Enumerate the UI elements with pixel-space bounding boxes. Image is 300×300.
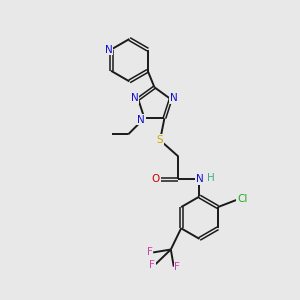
Text: N: N [105,45,112,55]
Text: F: F [149,260,155,270]
Text: N: N [196,174,203,184]
Text: O: O [152,174,160,184]
Text: F: F [147,248,153,257]
Text: N: N [170,93,178,103]
Text: Cl: Cl [237,194,247,204]
Text: N: N [131,93,139,103]
Text: S: S [157,135,164,145]
Text: H: H [207,173,214,183]
Text: N: N [137,115,145,124]
Text: F: F [174,262,180,272]
